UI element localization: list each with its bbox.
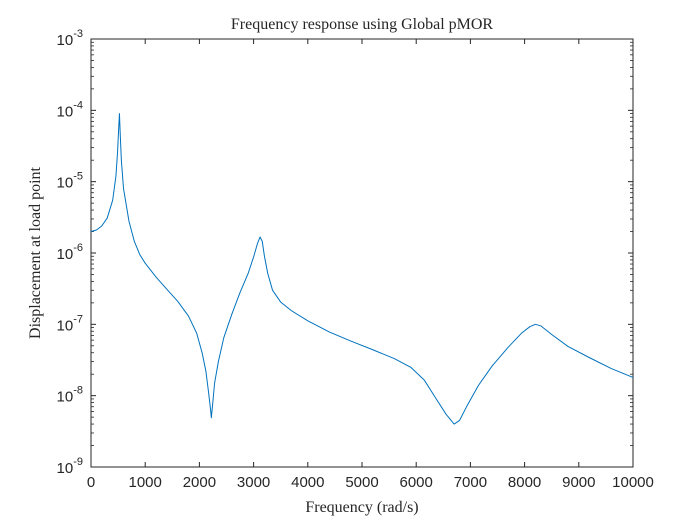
plot-area [90, 38, 634, 468]
y-tick-label: 10-8 [57, 385, 83, 406]
y-tick-label: 10-7 [57, 313, 83, 334]
y-tick-label: 10-5 [57, 171, 83, 192]
x-tick-label: 7000 [454, 474, 487, 491]
x-tick-label: 4000 [291, 474, 324, 491]
x-tick-label: 0 [87, 474, 95, 491]
series-group [90, 113, 634, 425]
x-tick-label: 2000 [183, 474, 216, 491]
x-tick-label: 9000 [562, 474, 595, 491]
x-tick-label: 3000 [237, 474, 270, 491]
y-tick-label: 10-9 [57, 456, 83, 477]
y-tick-label: 10-4 [57, 99, 83, 120]
y-tick-label: 10-6 [57, 242, 83, 263]
y-axis-label: Displacement at load point [27, 166, 44, 339]
x-tick-labels: 0 1000 2000 3000 4000 5000 6000 7000 8000 9000 100… [87, 474, 654, 491]
axis-ticks [90, 38, 634, 468]
x-tick-label: 6000 [400, 474, 433, 491]
chart-title: Frequency response using Global pMOR [231, 16, 494, 33]
y-tick-labels: 10-9 10-8 10-7 10-6 10-5 10-4 10-3 [57, 28, 83, 477]
x-tick-label: 8000 [508, 474, 541, 491]
x-axis-label: Frequency (rad/s) [305, 499, 418, 516]
series-line-response [90, 113, 634, 425]
x-tick-label: 5000 [345, 474, 378, 491]
x-tick-label: 10000 [612, 474, 654, 491]
y-tick-label: 10-3 [57, 28, 83, 49]
x-tick-label: 1000 [129, 474, 162, 491]
